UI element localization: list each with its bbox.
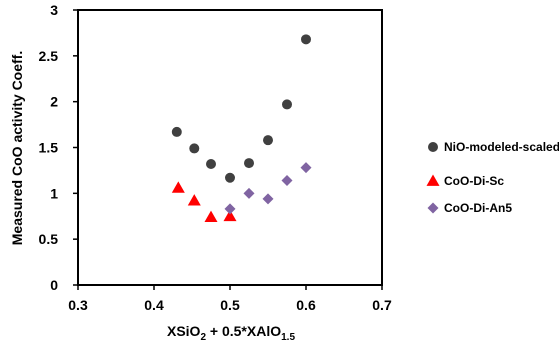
x-tick-label: 0.3: [68, 297, 88, 313]
legend-item: CoO-Di-Sc: [426, 174, 504, 188]
y-tick-label: 1: [50, 185, 58, 201]
x-axis-title-subscript: 2: [200, 332, 206, 343]
y-tick-label: 0.5: [39, 231, 59, 247]
triangle-point: [171, 181, 185, 193]
series-NiO-modeled-scaled: [171, 34, 311, 183]
y-tick-label: 2.5: [39, 48, 59, 64]
legend-item: NiO-modeled-scaled: [428, 140, 559, 154]
diamond-point: [300, 162, 312, 174]
plot-area: [77, 9, 383, 286]
y-tick-label: 0: [50, 277, 58, 293]
legend-item: CoO-Di-An5: [427, 201, 512, 215]
x-axis-title: XSiO2 + 0.5*XAlO1.5: [167, 323, 295, 343]
circle-point: [225, 172, 235, 183]
diamond-point: [281, 175, 293, 186]
circle-point: [244, 158, 254, 169]
legend-diamond-icon: [427, 202, 439, 214]
y-tick-label: 1.5: [39, 140, 59, 156]
circle-point: [301, 34, 311, 45]
circle-point: [263, 135, 273, 146]
x-tick-label: 0.7: [372, 297, 392, 313]
x-tick-label: 0.6: [296, 297, 316, 313]
x-axis-title-part: XSiO: [167, 323, 201, 339]
legend-label: CoO-Di-An5: [444, 201, 512, 215]
series-CoO-Di-Sc: [171, 181, 237, 223]
triangle-point: [204, 210, 218, 223]
x-tick-label: 0.4: [144, 297, 164, 313]
diamond-point: [224, 203, 236, 215]
diamond-point: [262, 193, 274, 205]
x-axis-ticks: 0.3 0.4 0.5 0.6 0.7: [68, 285, 392, 313]
circle-point: [189, 143, 200, 154]
legend-triangle-icon: [426, 174, 440, 186]
diamond-point: [243, 187, 255, 199]
data-marks: [171, 34, 312, 223]
x-tick-label: 0.5: [220, 297, 240, 313]
x-axis-title-subscript: 1.5: [281, 332, 295, 343]
series-CoO-Di-An5: [224, 162, 312, 215]
legend-circle-icon: [428, 142, 438, 152]
circle-point: [171, 126, 182, 137]
legend-label: NiO-modeled-scaled: [444, 140, 559, 154]
y-axis-ticks: 0 0.5 1 1.5 2 2.5 3: [39, 2, 78, 293]
y-axis-title: Measured CoO activity Coeff.: [9, 51, 25, 246]
legend: NiO-modeled-scaled CoO-Di-Sc CoO-Di-An5: [426, 140, 559, 215]
triangle-point: [223, 209, 237, 222]
circle-point: [282, 99, 292, 110]
y-tick-label: 2: [50, 94, 58, 110]
x-axis-title-part: + 0.5*XAlO: [206, 323, 281, 339]
circle-point: [206, 159, 216, 169]
triangle-point: [187, 194, 201, 206]
legend-label: CoO-Di-Sc: [444, 174, 504, 188]
y-tick-label: 3: [50, 2, 58, 18]
